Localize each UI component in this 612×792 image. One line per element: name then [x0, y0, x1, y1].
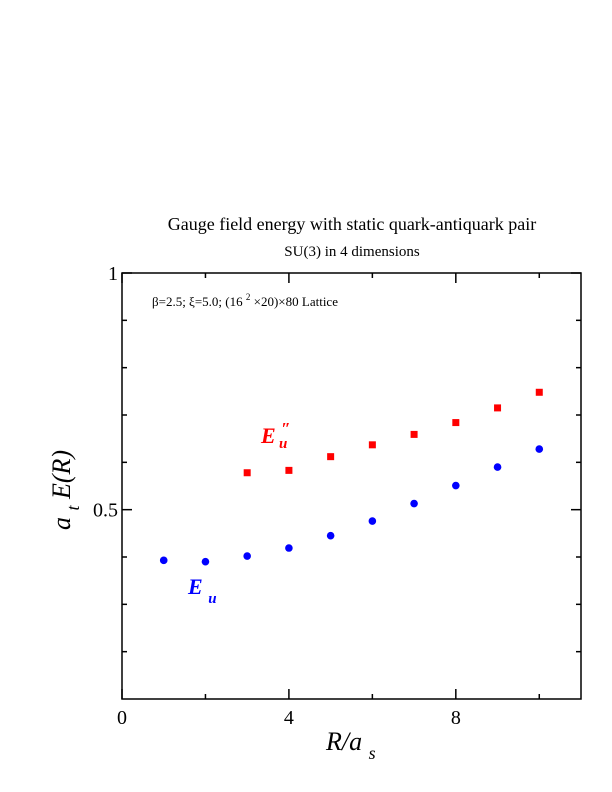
lattice-annotation-part2: ×20)×80 Lattice — [254, 294, 339, 309]
data-points — [159, 388, 544, 566]
lattice-annotation-part1: β=2.5; ξ=5.0; (16 — [152, 294, 243, 309]
data-point-square — [285, 466, 293, 474]
series-label-eu: E u — [187, 574, 217, 607]
y-axis-label-sub: t — [63, 505, 83, 511]
data-point-circle — [201, 557, 210, 566]
data-point-circle — [493, 463, 502, 471]
series-label-eu-double-prime: E ″ u — [260, 414, 296, 452]
data-point-circle — [410, 499, 418, 508]
data-point-square — [535, 388, 543, 396]
y-axis-label-post: E(R) — [47, 450, 76, 500]
chart-subtitle: SU(3) in 4 dimensions — [284, 244, 420, 260]
y-axis-label-pre: a — [47, 517, 76, 530]
data-point-circle — [535, 445, 544, 453]
y-axis-label: a t E(R) — [47, 450, 85, 530]
data-point-circle — [243, 552, 251, 560]
series-eu — [159, 445, 544, 566]
axis-ticks — [121, 272, 581, 699]
series-eu-double-prime — [243, 388, 543, 477]
x-axis-label-main: R/a — [325, 727, 362, 756]
series-label-eu-double-prime-sub: u — [279, 436, 287, 452]
data-point-circle — [326, 531, 335, 540]
data-point-circle — [285, 544, 293, 552]
chart-title: Gauge field energy with static quark-ant… — [168, 214, 537, 234]
x-tick-label: 4 — [284, 707, 294, 729]
series-label-eu-main: E — [187, 574, 203, 599]
data-point-square — [452, 419, 460, 427]
data-point-square — [327, 453, 335, 461]
axis-tick-labels: 0 4 8 0.5 1 — [93, 263, 461, 729]
x-axis-label-sub: s — [369, 743, 376, 763]
x-axis-label: R/a s — [325, 727, 376, 763]
data-point-square — [410, 430, 418, 438]
y-tick-label: 1 — [108, 263, 118, 285]
data-point-circle — [159, 556, 168, 565]
data-point-square — [368, 441, 376, 449]
lattice-annotation: β=2.5; ξ=5.0; (16 2 ×20)×80 Lattice — [152, 288, 338, 309]
y-tick-label: 0.5 — [93, 500, 118, 522]
data-point-circle — [368, 517, 377, 525]
plot-frame — [121, 272, 582, 700]
lattice-annotation-sup: 2 — [246, 292, 251, 302]
data-point-circle — [452, 481, 460, 490]
data-point-square — [494, 404, 502, 412]
data-point-square — [243, 469, 251, 477]
x-tick-label: 8 — [451, 707, 461, 729]
x-tick-label: 0 — [117, 707, 127, 729]
series-label-eu-double-prime-main: E — [260, 423, 276, 448]
series-label-eu-sub: u — [208, 591, 216, 607]
series-label-eu-double-prime-sup: ″ — [281, 419, 290, 438]
